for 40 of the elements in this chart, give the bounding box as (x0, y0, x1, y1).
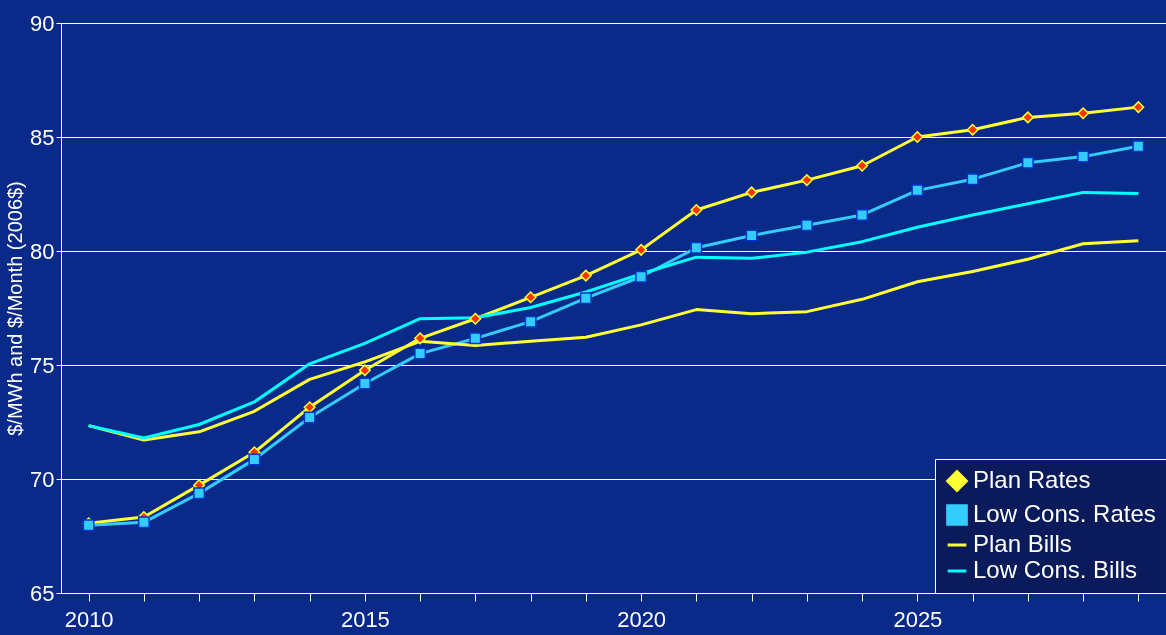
point (800, 219, 813, 232)
point (414, 347, 427, 360)
legend-label: Low Cons. Bills (973, 556, 1138, 583)
point (1077, 107, 1090, 120)
point (1021, 156, 1034, 169)
point (579, 292, 592, 305)
y-tick-label: 65 (30, 580, 55, 606)
point (966, 173, 979, 186)
y-tick-label: 90 (30, 10, 55, 36)
point (1021, 111, 1034, 124)
legend-label: Plan Bills (973, 530, 1072, 557)
point (690, 203, 703, 216)
point (856, 159, 869, 172)
legend-label: Plan Rates (973, 466, 1091, 493)
point (358, 377, 371, 390)
x-tick-label: 2010 (64, 606, 114, 632)
x-tick-label: 2015 (340, 606, 390, 632)
y-tick-label: 80 (30, 238, 55, 264)
point (635, 243, 648, 256)
point (579, 269, 592, 282)
point (469, 312, 482, 325)
point (635, 270, 648, 283)
point (856, 208, 869, 221)
point (193, 487, 206, 500)
point (690, 241, 703, 254)
point (524, 291, 537, 304)
x-tick-label: 2020 (617, 606, 667, 632)
point (800, 174, 813, 187)
legend-label: Low Cons. Rates (973, 500, 1156, 527)
point (414, 332, 427, 345)
point (358, 364, 371, 377)
line-series (87, 190, 1140, 440)
point (1132, 101, 1145, 114)
y-tick-label: 85 (30, 124, 55, 150)
y-axis-title: $/MWh and $/Month (2006$) (4, 181, 27, 436)
point (137, 516, 150, 529)
y-tick-label: 75 (30, 352, 55, 378)
x-tick-label: 2025 (893, 606, 943, 632)
point (1077, 150, 1090, 163)
y-tick-label: 70 (30, 466, 55, 492)
